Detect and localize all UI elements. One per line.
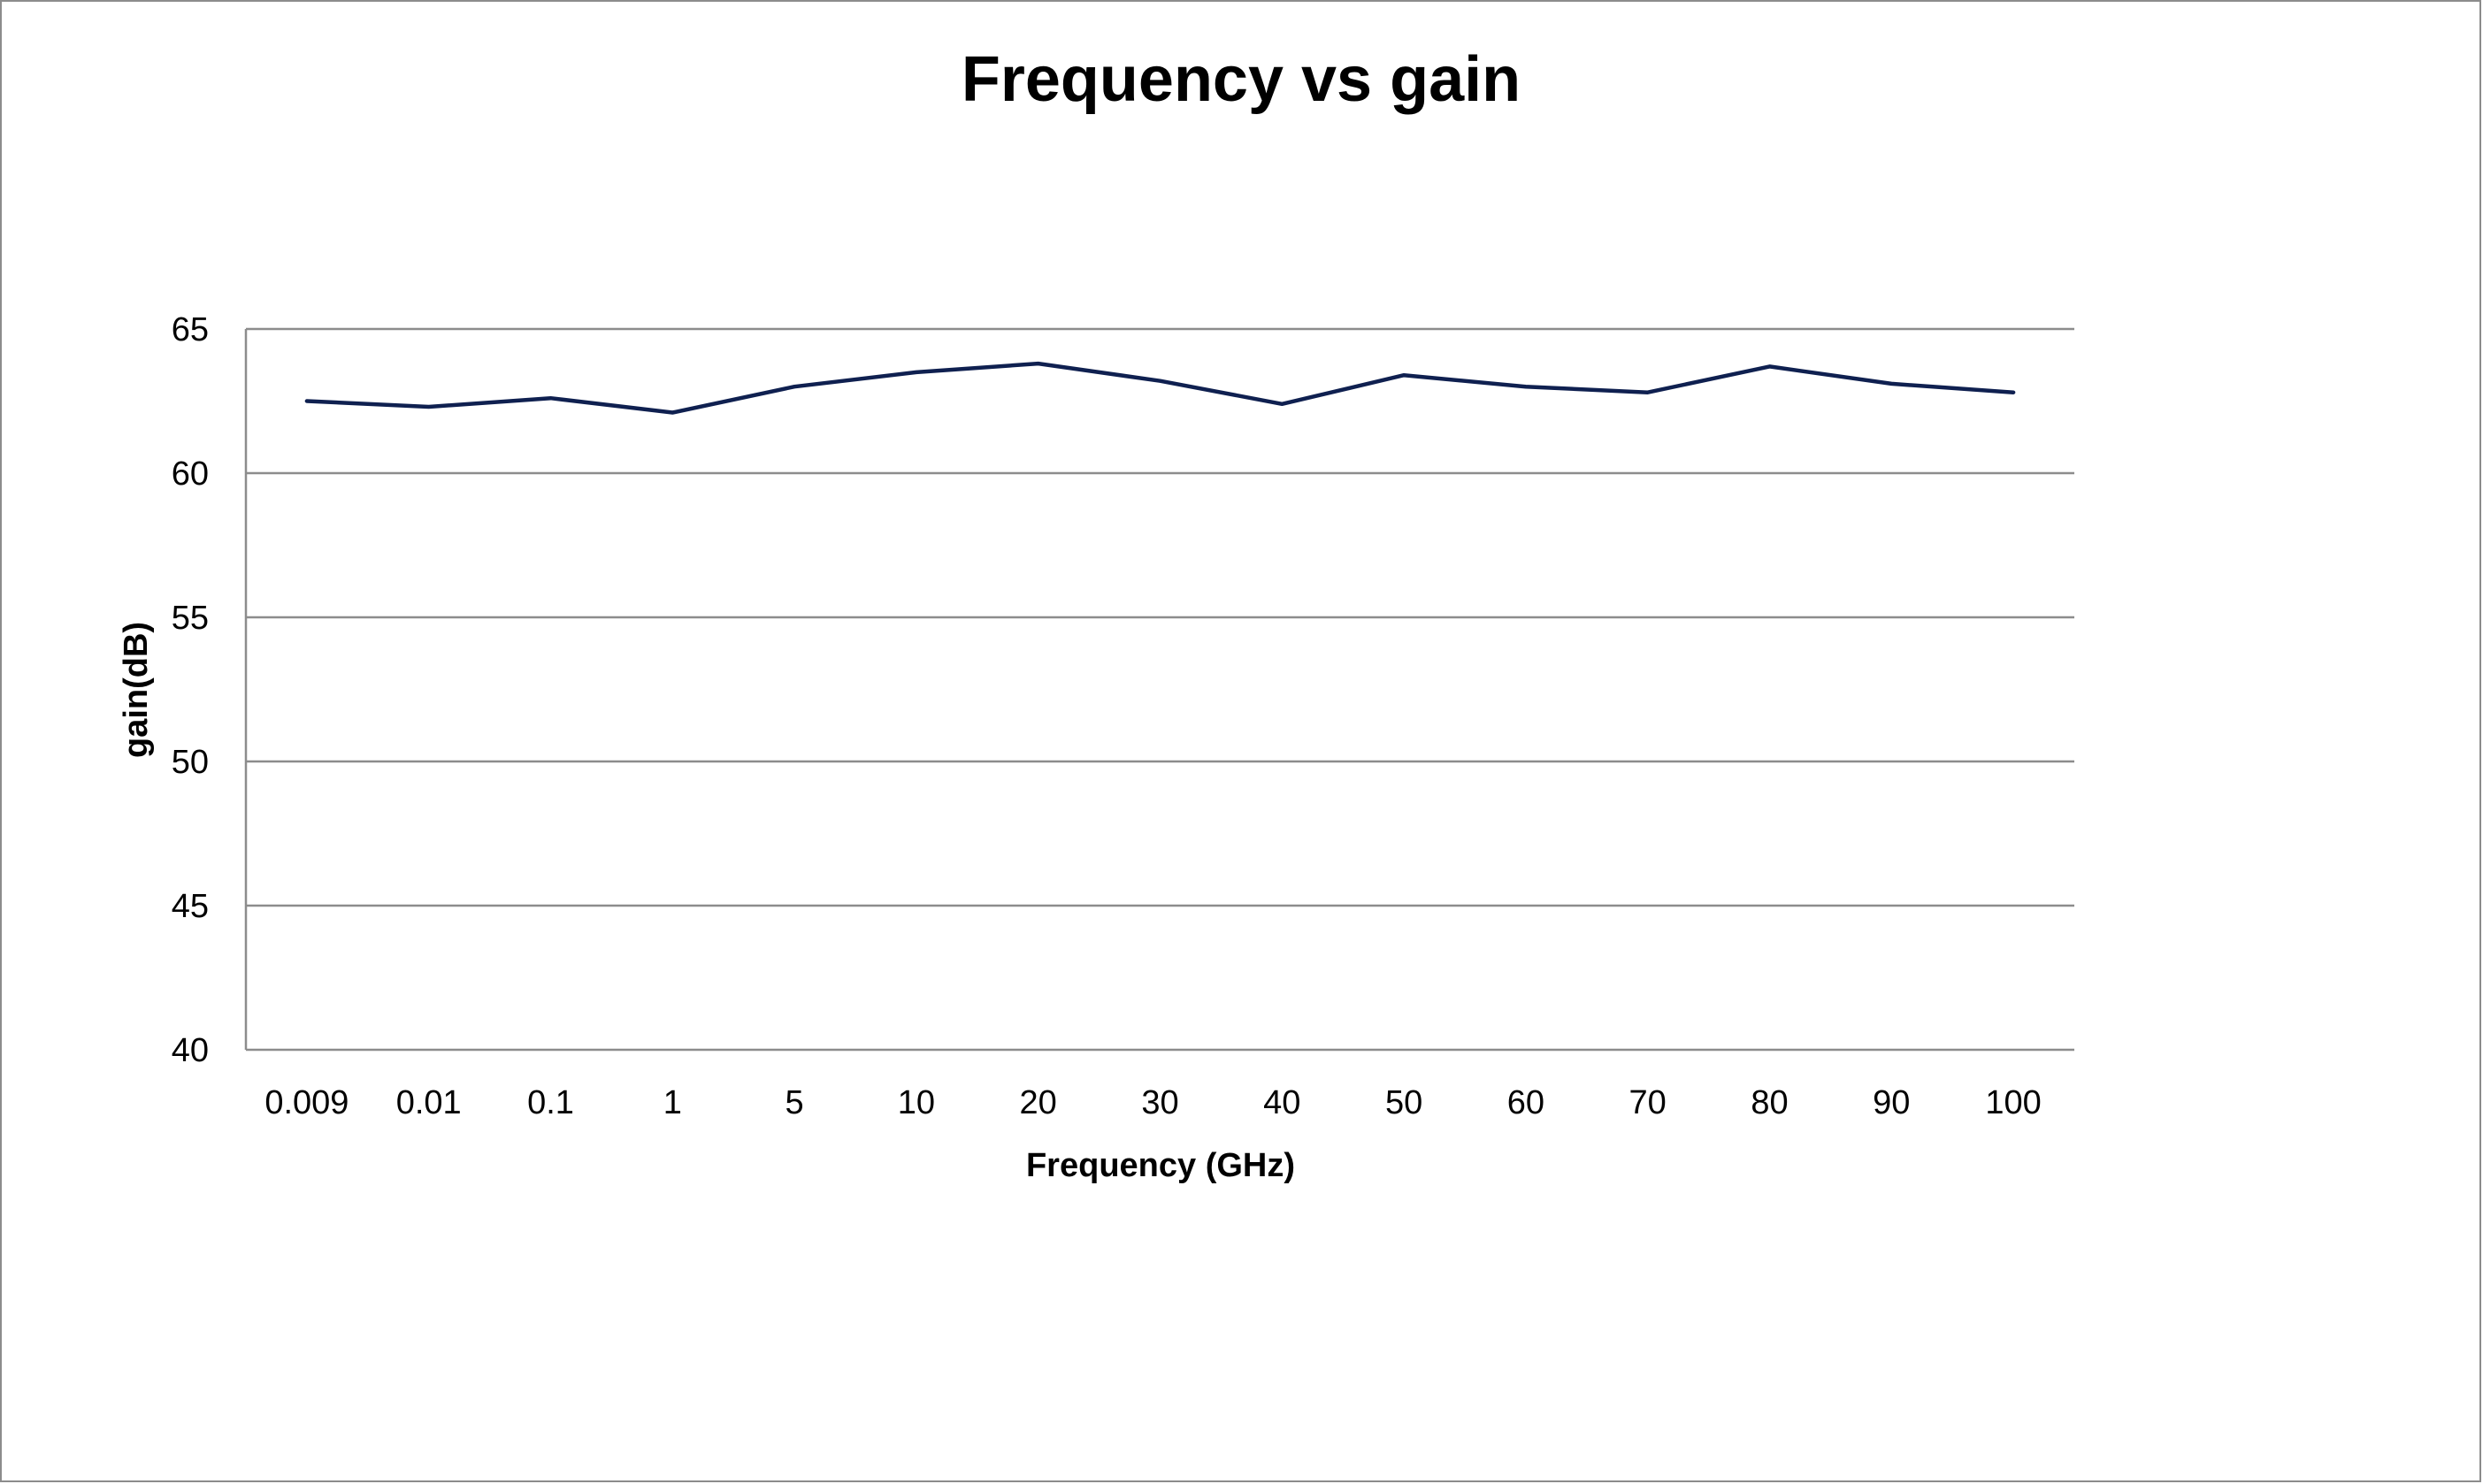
y-tick-label: 50 [172, 744, 209, 781]
x-tick-label: 70 [1629, 1084, 1667, 1121]
x-tick-label: 60 [1507, 1084, 1544, 1121]
series-line [304, 361, 2016, 415]
x-tick-label: 5 [786, 1084, 804, 1121]
y-tick-label: 60 [172, 455, 209, 493]
x-tick-label: 0.009 [264, 1084, 349, 1121]
x-tick-label: 50 [1385, 1084, 1422, 1121]
x-tick-label: 0.1 [527, 1084, 574, 1121]
y-tick-label: 65 [172, 311, 209, 348]
x-tick-label: 90 [1873, 1084, 1910, 1121]
x-tick-label: 80 [1751, 1084, 1788, 1121]
gridlines [246, 327, 2074, 907]
y-axis-title: gain(dB) [118, 622, 155, 758]
x-tick-label: 40 [1263, 1084, 1300, 1121]
x-axis-tick-labels: 0.009 0.01 0.1 1 5 10 20 30 40 50 60 70 80 90 100 [264, 1084, 2041, 1121]
x-axis-title: Frequency (GHz) [1026, 1147, 1295, 1184]
y-tick-label: 40 [172, 1032, 209, 1069]
x-tick-label: 0.01 [396, 1084, 462, 1121]
y-axis-tick-labels: 40 45 50 55 60 65 [172, 311, 209, 1069]
x-tick-label: 20 [1020, 1084, 1057, 1121]
y-tick-label: 55 [172, 600, 209, 637]
x-tick-label: 1 [663, 1084, 682, 1121]
x-tick-label: 10 [898, 1084, 935, 1121]
x-tick-label: 100 [1985, 1084, 2041, 1121]
chart-title: Frequency vs gain [962, 44, 1521, 115]
x-tick-label: 30 [1141, 1084, 1178, 1121]
y-tick-label: 45 [172, 888, 209, 925]
series-group [304, 361, 2016, 415]
